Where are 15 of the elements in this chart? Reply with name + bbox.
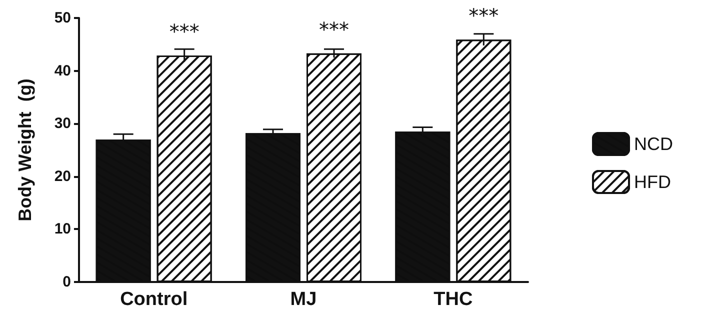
y-tick-label: 10 xyxy=(54,220,71,238)
legend-label: NCD xyxy=(634,134,674,154)
x-tick-label: MJ xyxy=(290,289,317,310)
y-tick-label: 0 xyxy=(62,274,71,290)
y-tick-label: 40 xyxy=(54,62,71,80)
y-tick-label: 20 xyxy=(54,168,71,185)
data-label: *** xyxy=(468,4,499,28)
x-tick-label: THC xyxy=(434,289,473,310)
y-tick-label: 30 xyxy=(54,115,71,132)
data-label: *** xyxy=(169,19,200,44)
data-label: *** xyxy=(319,17,349,42)
legend-label: HFD xyxy=(634,172,672,192)
y-axis-title: Body Weight (g) xyxy=(15,78,35,222)
y-tick-label: 50 xyxy=(54,10,71,26)
x-tick-label: Control xyxy=(120,289,188,310)
